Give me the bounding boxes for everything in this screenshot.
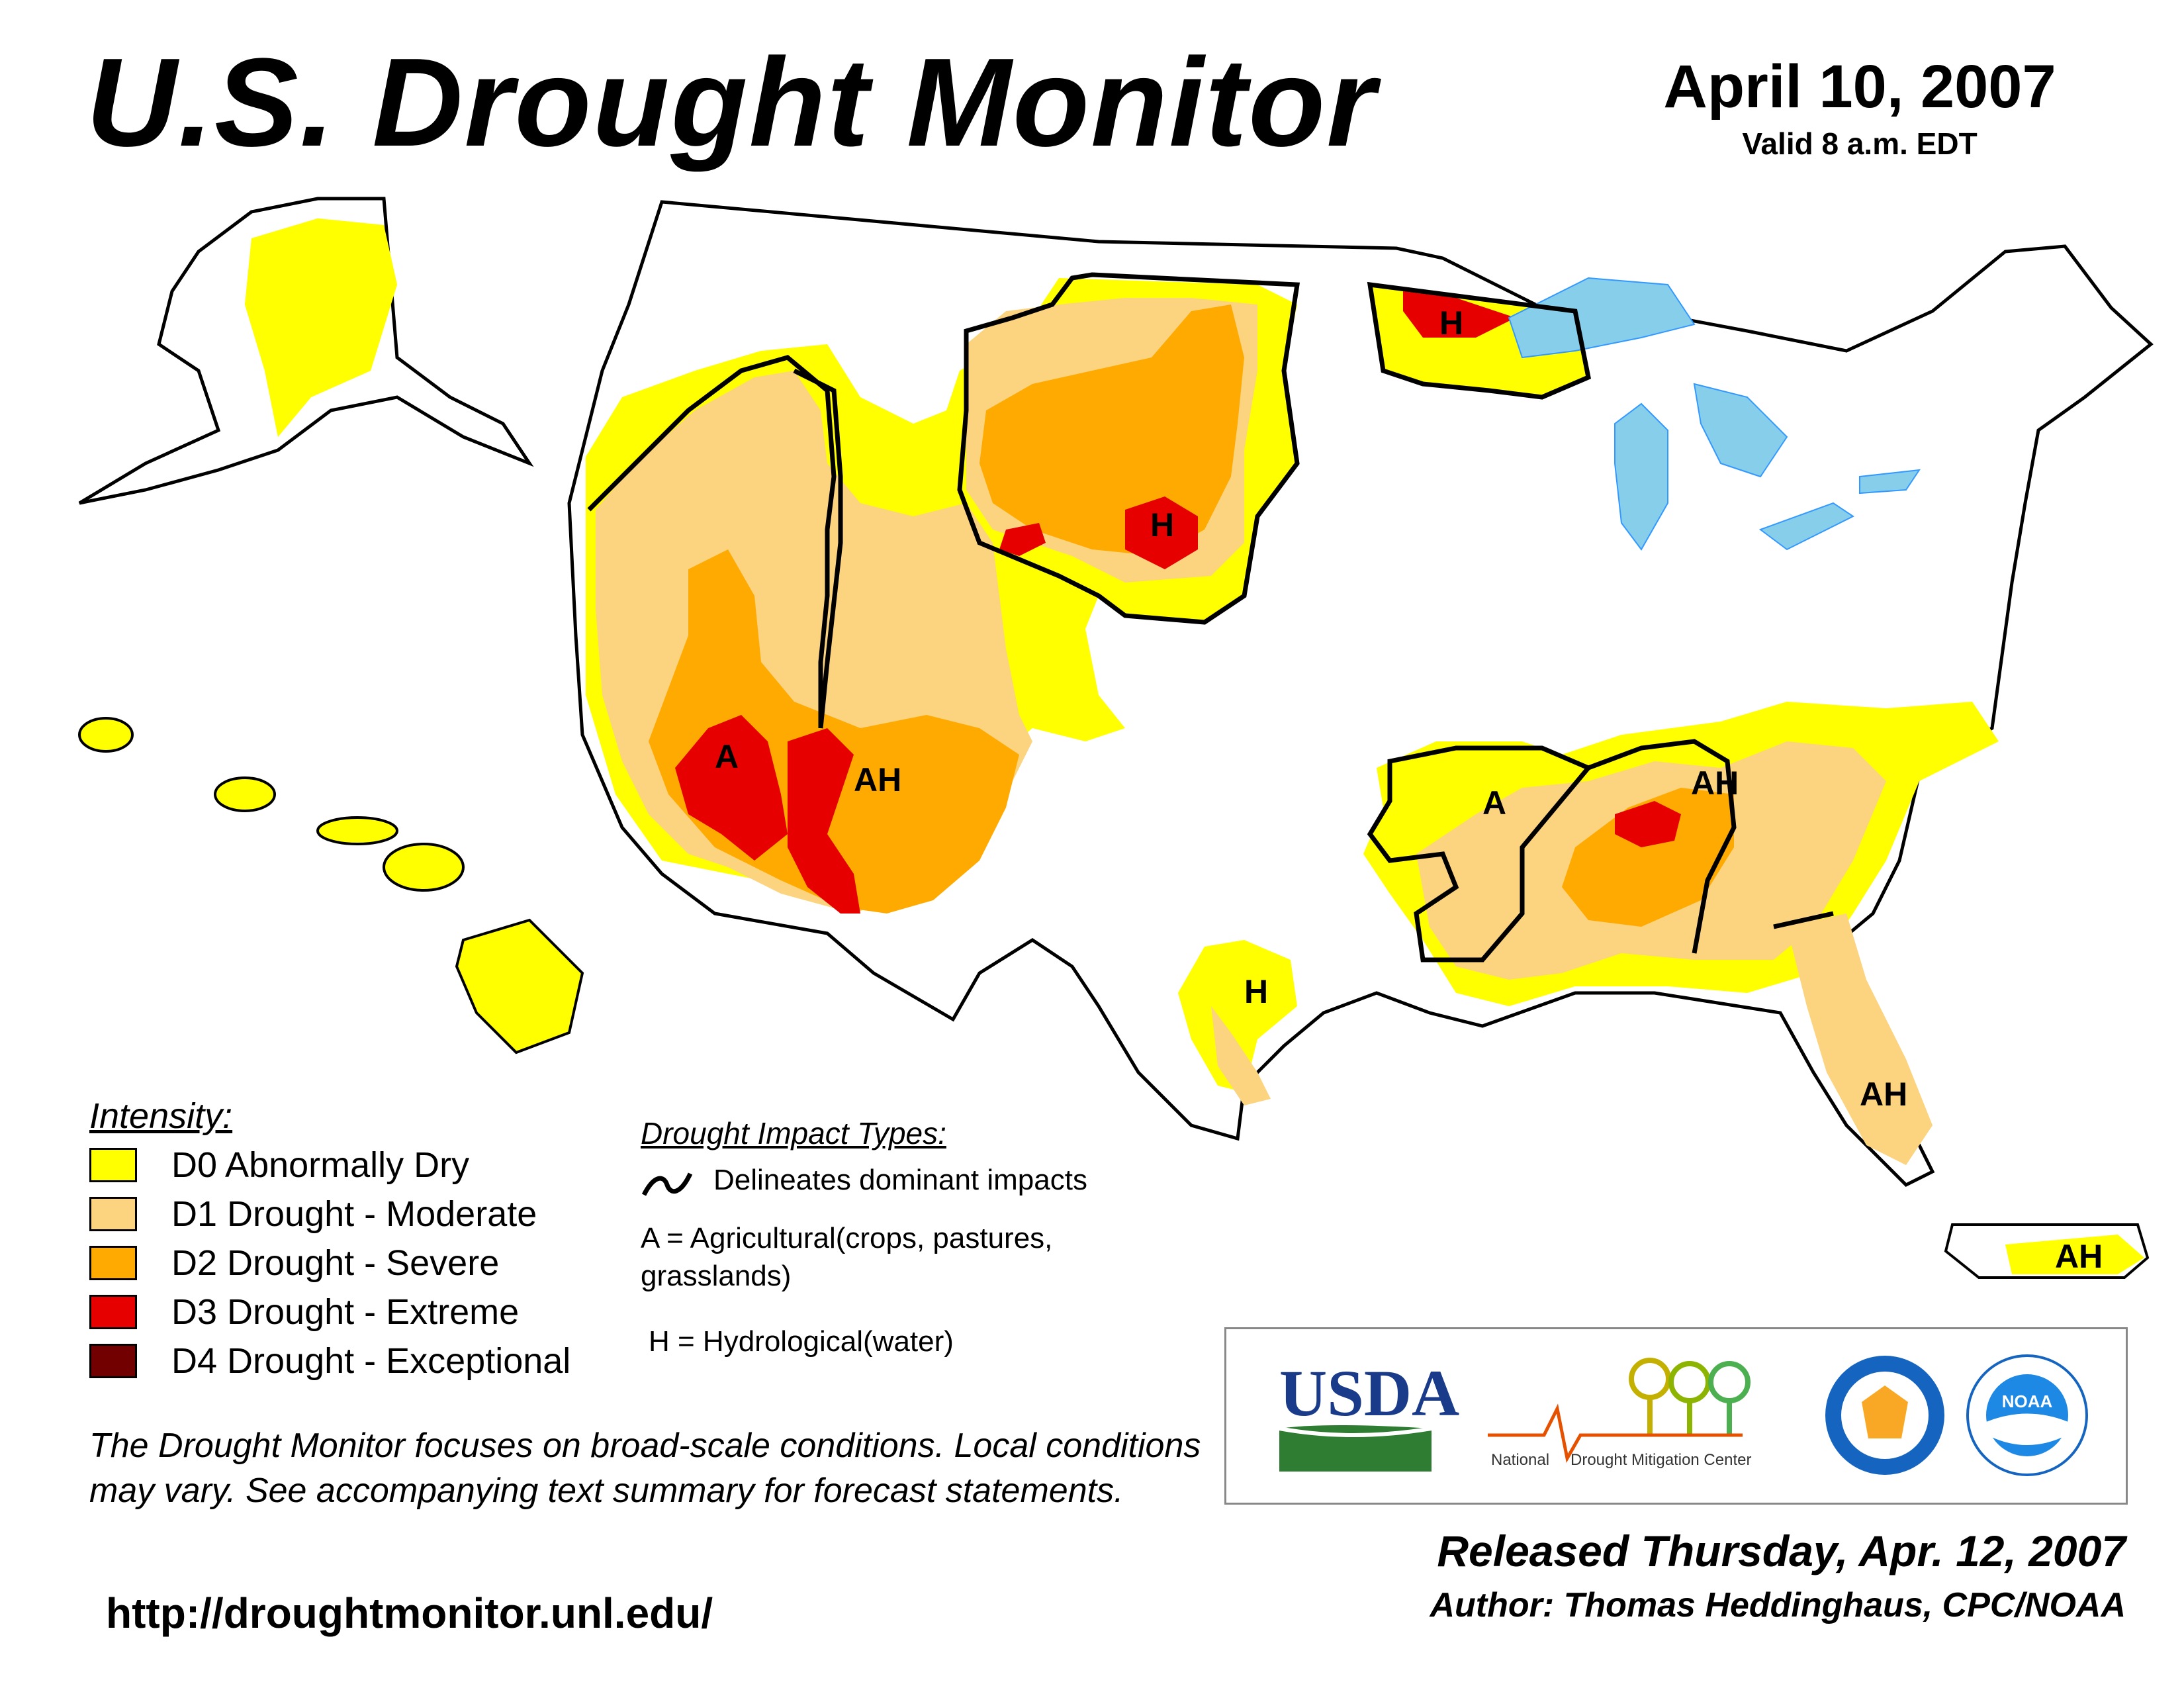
author-credit: Author: Thomas Heddinghaus, CPC/NOAA: [1430, 1586, 2126, 1624]
label-h-texas: H: [1244, 973, 1268, 1010]
d3-wyoming-west: [999, 523, 1046, 556]
lake-superior: [1508, 277, 1696, 359]
svg-text:NOAA: NOAA: [2002, 1391, 2053, 1411]
hawaii: [78, 717, 584, 1055]
impact-agricultural-text: A = Agricultural(crops, pastures, grassl…: [641, 1222, 1053, 1293]
boundary-florida: [1773, 911, 1834, 929]
ndmc-logo: National Drought Mitigation Center: [1488, 1358, 1751, 1469]
tree-icon: [1629, 1358, 1751, 1435]
label-ah-arizona: AH: [854, 761, 901, 798]
legend-label: D3 Drought - Extreme: [171, 1292, 520, 1332]
label-ah-tennessee: AH: [1691, 765, 1739, 802]
molokai: [316, 816, 398, 845]
d2-tennessee: [1562, 788, 1734, 927]
noaa-logo: NOAA: [1966, 1354, 2088, 1476]
impact-hydrological-text: H = Hydrological(water): [649, 1325, 954, 1358]
label-a-california: A: [715, 738, 739, 775]
impact-types-title: Drought Impact Types:: [641, 1116, 946, 1150]
website-url[interactable]: http://droughtmonitor.unl.edu/: [106, 1589, 713, 1637]
d3-tennessee: [1615, 801, 1681, 847]
d3-areas: [675, 291, 1681, 914]
legend-item-d2: D2 Drought - Severe: [89, 1243, 499, 1283]
release-date: Released Thursday, Apr. 12, 2007: [1437, 1526, 2126, 1575]
big-island: [455, 918, 584, 1055]
valid-time: Valid 8 a.m. EDT: [1742, 126, 1978, 161]
legend-label: D4 Drought - Exceptional: [171, 1341, 571, 1381]
d1-swatch: [89, 1197, 137, 1231]
kauai: [78, 717, 134, 753]
d3-southern-california: [675, 715, 788, 861]
boundary-west: [587, 355, 837, 728]
d0-puerto-rico: [2005, 1235, 2144, 1274]
label-h-wyoming: H: [1150, 506, 1174, 543]
d4-swatch: [89, 1344, 137, 1378]
disclaimer-text: The Drought Monitor focuses on broad-sca…: [89, 1427, 1201, 1510]
usda-logo: USDA: [1279, 1356, 1459, 1472]
logo-strip: USDA National Drought Mitigation Center: [1279, 1354, 2088, 1476]
legend-label: D2 Drought - Severe: [171, 1243, 500, 1283]
d2-wyoming: [979, 305, 1244, 556]
map-date: April 10, 2007: [1663, 53, 2056, 120]
boundary-arkansas: [1367, 745, 1592, 962]
boundary-southeast: [1587, 739, 1737, 954]
legend-item-d4: D4 Drought - Exceptional: [89, 1341, 570, 1381]
puerto-rico: [1944, 1223, 2150, 1279]
d3-swatch: [89, 1295, 137, 1329]
impact-boundaries: [587, 272, 1834, 962]
map-title: U.S. Drought Monitor: [86, 32, 1377, 173]
d3-arizona: [788, 728, 860, 914]
d3-minnesota: [1403, 291, 1516, 338]
lake-michigan: [1614, 402, 1668, 551]
svg-text:Drought Mitigation Center: Drought Mitigation Center: [1570, 1451, 1751, 1469]
d2-swatch: [89, 1246, 137, 1280]
legend-label: D0 Abnormally Dry: [171, 1145, 470, 1185]
d0-texas: [1178, 940, 1297, 1092]
legend-title: Intensity:: [89, 1096, 233, 1136]
svg-text:USDA: USDA: [1279, 1356, 1459, 1430]
boundary-northern-plains: [957, 272, 1300, 625]
boundary-minnesota: [1367, 281, 1591, 400]
label-ah-florida: AH: [1860, 1076, 1907, 1113]
delineation-line-icon: [641, 1172, 693, 1196]
commerce-seal-logo: [1825, 1356, 1944, 1475]
label-a-arkansas: A: [1482, 784, 1506, 821]
alaska-d0: [245, 218, 397, 437]
d1-texas: [1211, 1006, 1271, 1105]
legend-item-d0: D0 Abnormally Dry: [89, 1145, 469, 1185]
legend-item-d3: D3 Drought - Extreme: [89, 1292, 519, 1332]
lake-ontario: [1859, 469, 1921, 494]
lake-erie: [1758, 502, 1854, 551]
legend-item-d1: D1 Drought - Moderate: [89, 1194, 537, 1234]
agency-logos: USDA National Drought Mitigation Center: [1224, 1327, 2128, 1505]
label-h-minnesota: H: [1439, 305, 1463, 342]
label-ah-puerto-rico: AH: [2055, 1238, 2103, 1275]
impact-delineates-text: Delineates dominant impacts: [713, 1164, 1087, 1196]
maui: [383, 843, 465, 892]
lake-huron: [1693, 383, 1788, 478]
oahu: [214, 776, 276, 812]
seismograph-icon: [1488, 1403, 1743, 1464]
boundary-southwest: [793, 368, 843, 729]
d3-wyoming: [1125, 496, 1198, 569]
svg-text:National: National: [1491, 1451, 1549, 1469]
great-lakes: [1508, 277, 1921, 551]
d0-swatch: [89, 1148, 137, 1182]
legend-label: D1 Drought - Moderate: [171, 1194, 537, 1234]
d1-florida: [1787, 914, 1933, 1165]
